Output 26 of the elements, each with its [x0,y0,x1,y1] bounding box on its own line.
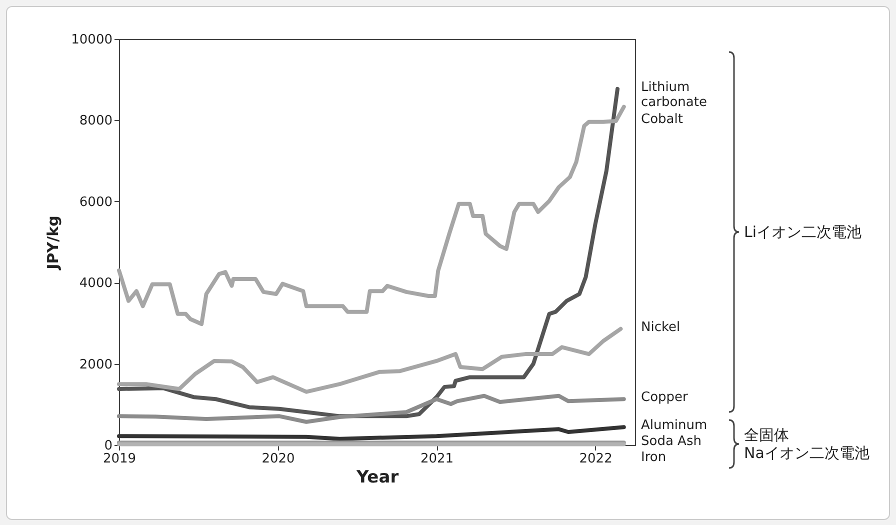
series-label: Aluminum [641,418,708,434]
line-series [117,425,626,441]
y-axis-title: JPY/kg [44,216,62,270]
series-label: Nickel [641,320,680,335]
text: 全固体 Naイオン二次電池 [744,426,870,462]
line-series [117,86,620,418]
x-axis-title: Year [355,468,400,488]
series-label: Lithium carbonate [641,80,707,110]
series-label: Soda Ash [641,434,702,450]
y-tick-label: 4000 [79,276,112,292]
x-tick-label: 2020 [262,452,295,466]
series-label: Iron [641,450,666,466]
series-label: Copper [641,390,689,406]
y-tick-label: 0 [104,438,112,454]
line-series [117,104,626,326]
text: Liイオン二次電池 [744,223,862,241]
series-label: Cobalt [641,112,683,127]
x-tick-label: 2022 [579,452,612,466]
x-tick-label: 2021 [420,452,454,466]
y-tick-label: 6000 [79,194,112,210]
y-tick-label: 2000 [79,357,112,372]
y-tick-label: 10000 [71,32,112,48]
line-series [117,394,626,424]
x-tick-label: 2019 [102,452,136,466]
y-tick-label: 8000 [79,114,112,129]
line-series [117,326,623,394]
